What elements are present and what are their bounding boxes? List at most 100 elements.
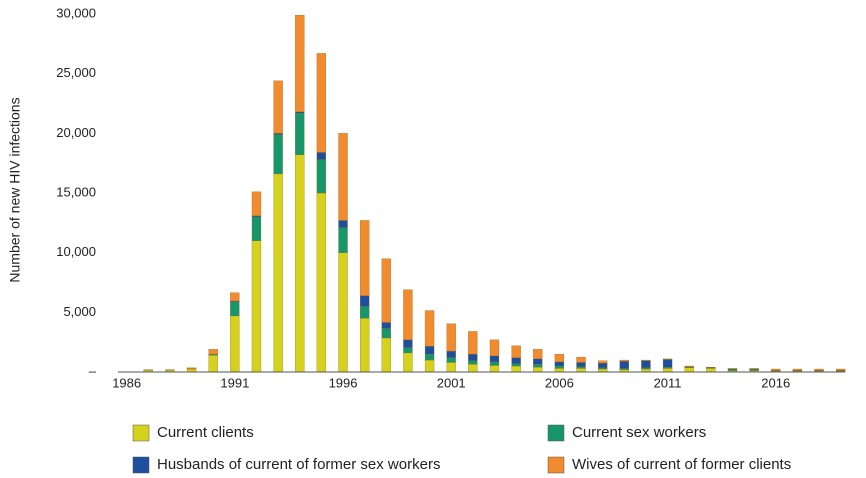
bar-segment [511, 345, 521, 358]
legend-label: Current sex workers [572, 424, 706, 441]
bar-segment [446, 357, 456, 363]
bar-segment [424, 346, 435, 355]
y-tick-label: 25,000 [56, 65, 96, 80]
bar-segment [468, 331, 478, 355]
bar-segment [208, 349, 218, 355]
x-tick-label: 2001 [437, 375, 466, 390]
y-axis-label: Number of new HIV infections [7, 97, 23, 282]
bar-segment [338, 227, 348, 253]
bar-segment [251, 215, 262, 218]
bar-segment [338, 220, 348, 228]
bar-segment [662, 368, 673, 373]
legend-label: Husbands of current of former sex worker… [157, 456, 440, 473]
bar-segment [316, 152, 327, 160]
bar-segment [338, 133, 348, 221]
y-tick-label: 30,000 [56, 5, 96, 20]
x-tick-label: 1986 [112, 375, 141, 390]
x-tick-label: 2016 [761, 375, 790, 390]
bar-segment [489, 339, 500, 357]
bar-segment [468, 353, 478, 361]
bar-segment [489, 355, 500, 363]
bar-segment [295, 112, 305, 155]
bar-segment [641, 360, 651, 368]
bar-segment [295, 154, 305, 373]
bar-segment [619, 359, 629, 362]
bar-segment [684, 365, 694, 367]
x-tick-label: 2006 [545, 375, 574, 390]
bar-segment [403, 352, 413, 373]
bar-segment [533, 358, 543, 365]
bar-segment [295, 111, 305, 114]
legend-label: Wives of current of former clients [572, 456, 791, 473]
bar-segment [576, 362, 586, 367]
y-tick-label: 15,000 [56, 184, 96, 199]
bar-segment [424, 353, 435, 361]
bar-segment [684, 367, 694, 373]
bar-segment [554, 353, 565, 363]
bar-segment [403, 289, 413, 340]
bar-segment [403, 347, 413, 354]
legend-swatch [547, 424, 565, 442]
bar-segment [576, 366, 586, 369]
bar-segment [186, 367, 197, 369]
bar-segment [381, 328, 391, 339]
bar-segment [771, 368, 781, 371]
bar-segment [641, 359, 651, 361]
bar-segment [706, 368, 716, 373]
bar-segment [511, 365, 521, 373]
bar-segment [381, 258, 391, 323]
bar-segment [533, 364, 543, 368]
bar-segment [619, 361, 629, 369]
bar-segment [381, 322, 391, 329]
bar-segment [273, 134, 283, 175]
legend-label: Current clients [157, 424, 254, 441]
bar-segment [360, 220, 370, 296]
y-tick-label: 10,000 [56, 244, 96, 259]
bar-segment [662, 358, 673, 360]
bar-segment [251, 216, 262, 241]
bar-segment [230, 315, 240, 373]
bar-segment [208, 353, 218, 356]
bar-segment [316, 192, 327, 373]
y-tick-label: – [89, 363, 97, 378]
bar-segment [792, 368, 803, 371]
legend-swatch [132, 456, 150, 474]
bar-segment [576, 356, 586, 363]
bar-segment [511, 357, 521, 364]
bar-segment [489, 361, 500, 366]
legend-swatch [132, 424, 150, 442]
bar-segment [273, 133, 283, 135]
bar-segment [468, 364, 478, 373]
bar-segment [295, 15, 305, 113]
bar-segment [598, 362, 608, 368]
bar-segment [360, 295, 370, 307]
bar-segment [727, 369, 738, 371]
bar-segment [749, 369, 759, 371]
bar-segment [360, 306, 370, 319]
bar-segment [468, 360, 478, 365]
x-tick-label: 1996 [329, 375, 358, 390]
bar-segment [316, 159, 327, 194]
bar-segment [446, 350, 456, 358]
bar-segment [251, 191, 262, 216]
bar-segment [403, 339, 413, 348]
x-tick-label: 1991 [220, 375, 249, 390]
bar-segment [533, 349, 543, 360]
bar-segment [814, 368, 824, 371]
bar-segment [836, 368, 846, 371]
legend-swatch [547, 456, 565, 474]
y-tick-label: 5,000 [63, 304, 96, 319]
bar-segment [619, 368, 629, 370]
bar-segment [576, 368, 586, 373]
bar-segment [598, 360, 608, 364]
bar-segment [511, 363, 521, 367]
bar-segment [424, 359, 435, 373]
bar-segment [316, 53, 327, 153]
bar-segment [338, 252, 348, 373]
bar-segment [273, 80, 283, 134]
bar-segment [230, 292, 240, 302]
x-tick-label: 2011 [654, 375, 682, 390]
bar-segment [273, 173, 283, 373]
bar-segment [360, 318, 370, 373]
